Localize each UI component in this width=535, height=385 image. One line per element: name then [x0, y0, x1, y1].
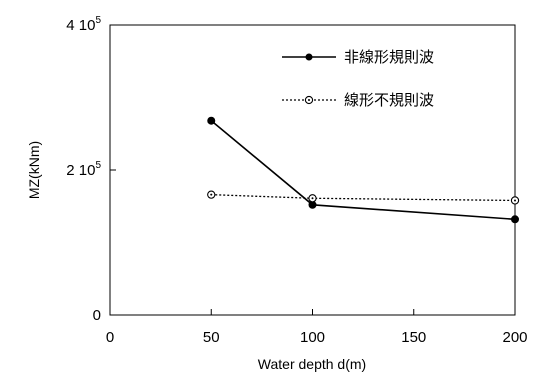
series-line-0	[210, 120, 516, 221]
series-1-point	[207, 190, 216, 199]
legend-label-0: 非線形規則波	[344, 48, 434, 66]
series-0-point	[511, 215, 519, 224]
x-tick-label: 0	[106, 329, 114, 346]
series-1-point	[510, 196, 520, 205]
y-tick-label: 2 105	[66, 160, 101, 179]
x-tick-label: 50	[203, 329, 220, 346]
x-tick-label: 100	[300, 329, 325, 346]
x-ticks: 0 50 100 150 200	[106, 309, 528, 346]
y-tick-exponent: 5	[95, 160, 101, 171]
y-tick-base: 2 10	[66, 162, 95, 179]
y-tick-base: 4 10	[66, 17, 95, 34]
y-tick-exponent: 5	[95, 15, 101, 26]
y-tick-label: 4 105	[66, 15, 101, 34]
legend-label-1: 線形不規則波	[344, 91, 434, 109]
y-tick-base: 0	[93, 307, 101, 324]
series-1-point	[308, 194, 317, 203]
series-0-point	[207, 116, 216, 125]
plot-frame	[109, 24, 516, 316]
y-tick-label: 0	[93, 307, 101, 324]
series-layer	[207, 116, 520, 224]
x-tick-label: 150	[401, 329, 426, 346]
x-tick-label: 200	[502, 329, 527, 346]
x-axis-label: Water depth d(m)	[258, 356, 366, 372]
y-axis-label: MZ(kNm)	[26, 141, 42, 199]
legend-marker-1	[304, 95, 314, 105]
legend-marker-0	[305, 53, 313, 61]
series-line-1	[211, 194, 516, 202]
